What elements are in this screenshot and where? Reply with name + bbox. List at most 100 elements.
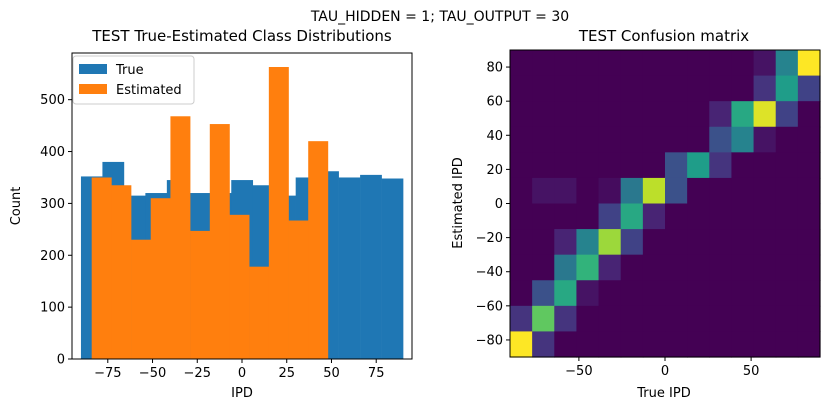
heatmap-cell bbox=[598, 254, 622, 281]
heatmap-cell bbox=[510, 152, 533, 179]
heatmap-cell bbox=[687, 75, 710, 102]
x-tick-label: −25 bbox=[184, 366, 211, 381]
heatmap-cell bbox=[576, 152, 600, 179]
heatmap-cell bbox=[598, 331, 622, 358]
heatmap-cell bbox=[620, 280, 644, 307]
heatmap-cell bbox=[510, 50, 533, 77]
heatmap-cell bbox=[753, 331, 777, 358]
heatmap-cell bbox=[687, 126, 710, 153]
heatmap-cell bbox=[642, 331, 666, 358]
estimated-bar bbox=[131, 239, 152, 359]
heatmap-cell bbox=[510, 177, 533, 205]
heatmap-cell bbox=[687, 152, 710, 179]
y-tick-label: −40 bbox=[476, 265, 503, 280]
heatmap-cell bbox=[775, 126, 799, 153]
heatmap-cell bbox=[642, 203, 666, 230]
heatmap-cell bbox=[753, 203, 777, 230]
heatmap-cell bbox=[687, 331, 710, 358]
legend-label-true: True bbox=[115, 63, 144, 78]
heatmap-cell bbox=[554, 305, 578, 333]
heatmap-cell bbox=[642, 101, 666, 128]
estimated-bar bbox=[91, 177, 112, 359]
legend-swatch-true bbox=[79, 64, 107, 74]
histogram-y-ticks: 0 100 200 300 400 500 bbox=[40, 93, 72, 368]
heatmap-cell bbox=[620, 101, 644, 128]
heatmap-cell bbox=[532, 280, 555, 307]
heatmap-cell bbox=[576, 50, 600, 77]
heatmap-cell bbox=[709, 254, 733, 281]
heatmap-cell bbox=[709, 75, 733, 102]
heatmap-cell bbox=[642, 50, 666, 77]
heatmap-cell bbox=[753, 254, 777, 281]
heatmap-cell bbox=[598, 101, 622, 128]
heatmap-cell bbox=[731, 229, 755, 256]
heatmap-cell bbox=[687, 254, 710, 281]
heatmap-cell bbox=[797, 331, 821, 358]
confusion-y-ticks: −80 −60 −40 −20 0 20 40 60 80 bbox=[476, 61, 510, 348]
histogram-x-label: IPD bbox=[231, 386, 253, 401]
estimated-bar bbox=[190, 230, 211, 359]
heatmap-cell bbox=[665, 203, 688, 230]
y-tick-label: 0 bbox=[495, 197, 503, 212]
heatmap-cell bbox=[598, 177, 622, 205]
heatmap-cell bbox=[731, 203, 755, 230]
x-tick-label: 50 bbox=[743, 364, 760, 379]
heatmap-cell bbox=[642, 229, 666, 256]
heatmap-cell bbox=[642, 305, 666, 333]
heatmap-cell bbox=[620, 305, 644, 333]
heatmap-cell bbox=[576, 280, 600, 307]
heatmap-cell bbox=[576, 254, 600, 281]
heatmap-cell bbox=[532, 254, 555, 281]
heatmap-cell bbox=[665, 101, 688, 128]
heatmap-cell bbox=[532, 177, 555, 205]
heatmap-cell bbox=[731, 305, 755, 333]
heatmap-cell bbox=[709, 280, 733, 307]
heatmap-cell bbox=[532, 229, 555, 256]
true-bar bbox=[338, 177, 361, 359]
heatmap-cell bbox=[665, 254, 688, 281]
heatmap-cell bbox=[554, 152, 578, 179]
heatmap-cell bbox=[532, 75, 555, 102]
heatmap-cell bbox=[510, 305, 533, 333]
heatmap-cell bbox=[554, 75, 578, 102]
y-tick-label: −20 bbox=[476, 231, 503, 246]
heatmap-cell bbox=[665, 152, 688, 179]
heatmap-cell bbox=[576, 203, 600, 230]
heatmap-cell bbox=[576, 101, 600, 128]
estimated-bar bbox=[249, 266, 270, 359]
x-tick-label: 0 bbox=[661, 364, 669, 379]
heatmap-cell bbox=[620, 126, 644, 153]
heatmap-cell bbox=[665, 305, 688, 333]
heatmap-cell bbox=[620, 50, 644, 77]
heatmap-cell bbox=[642, 254, 666, 281]
heatmap-cell bbox=[775, 331, 799, 358]
heatmap-cell bbox=[731, 331, 755, 358]
heatmap-cell bbox=[775, 101, 799, 128]
heatmap-cell bbox=[709, 50, 733, 77]
heatmap-cell bbox=[598, 126, 622, 153]
heatmap-cell bbox=[598, 152, 622, 179]
confusion-x-label: True IPD bbox=[636, 386, 690, 401]
estimated-bar bbox=[209, 124, 230, 360]
confusion-x-ticks: −50 0 50 bbox=[565, 357, 759, 379]
heatmap-cell bbox=[665, 50, 688, 77]
heatmap-cell bbox=[731, 126, 755, 153]
heatmap-cell bbox=[731, 152, 755, 179]
histogram-title: TEST True-Estimated Class Distributions bbox=[91, 27, 392, 45]
x-tick-label: −50 bbox=[139, 366, 166, 381]
heatmap-cell bbox=[620, 152, 644, 179]
heatmap-cell bbox=[554, 229, 578, 256]
heatmap-cell bbox=[753, 50, 777, 77]
heatmap-cell bbox=[554, 101, 578, 128]
heatmap-cell bbox=[775, 203, 799, 230]
estimated-bar bbox=[268, 67, 289, 359]
histogram-y-label: Count bbox=[9, 187, 24, 226]
heatmap-cell bbox=[598, 229, 622, 256]
heatmap-cell bbox=[665, 177, 688, 205]
estimated-bar bbox=[170, 116, 191, 360]
heatmap-cell bbox=[554, 331, 578, 358]
y-tick-label: 20 bbox=[486, 163, 503, 178]
heatmap-cell bbox=[510, 331, 533, 358]
heatmap-cell bbox=[753, 177, 777, 205]
heatmap-cell bbox=[775, 305, 799, 333]
